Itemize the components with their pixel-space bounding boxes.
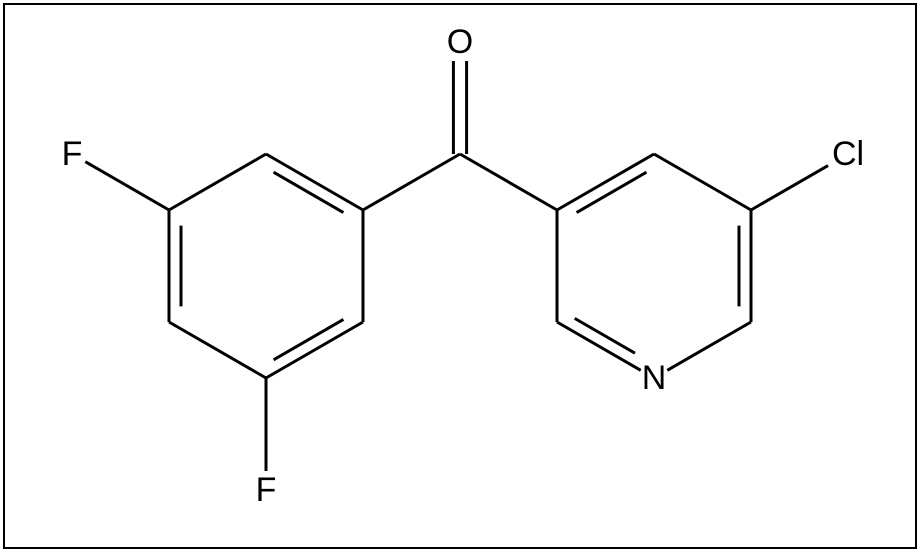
atom-label-n: N xyxy=(642,359,667,397)
atom-label-f: F xyxy=(62,135,83,173)
molecule-diagram: O F F N Cl xyxy=(0,0,920,552)
atom-label-o: O xyxy=(447,23,473,61)
atom-label-cl: Cl xyxy=(832,135,864,173)
atom-label-f: F xyxy=(256,471,277,509)
